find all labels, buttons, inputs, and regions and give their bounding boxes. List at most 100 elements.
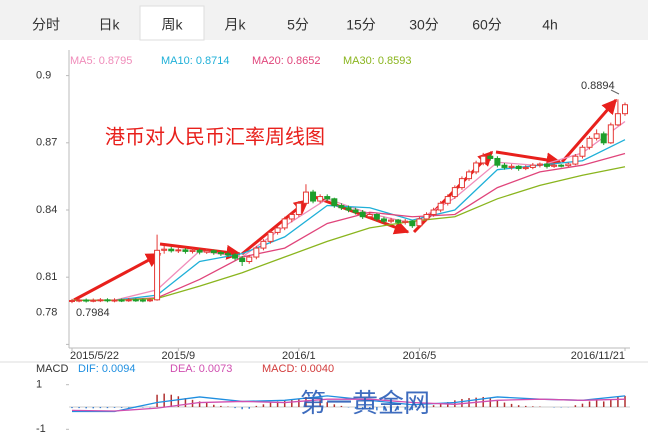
tab[interactable]: 分时 xyxy=(32,17,60,33)
tab[interactable]: 日k xyxy=(99,17,121,33)
tab[interactable]: 30分 xyxy=(409,17,439,33)
candle-body xyxy=(104,299,111,302)
candle-body xyxy=(203,250,210,253)
candle-body xyxy=(154,249,161,301)
candle-body xyxy=(444,196,451,204)
candle-body xyxy=(473,162,480,173)
candle-body xyxy=(409,220,416,227)
x-tick-label: 2016/5 xyxy=(403,350,437,362)
candle-body xyxy=(118,299,125,302)
macd-legend: DIF: 0.0094 xyxy=(78,363,135,375)
candle-body xyxy=(402,220,409,223)
max-label: 0.8894 xyxy=(581,80,615,92)
candle-body xyxy=(373,213,380,220)
candle-body xyxy=(437,202,444,211)
candle-body xyxy=(565,163,572,167)
y-tick-label: 0.84 xyxy=(36,204,57,216)
candle-body xyxy=(111,299,118,302)
candle-body xyxy=(324,196,331,200)
candle-body xyxy=(217,252,224,255)
y-tick-label: 0.78 xyxy=(36,306,57,318)
candle-body xyxy=(586,137,593,148)
macd-y-tick-label: 1 xyxy=(36,379,42,391)
candle-body xyxy=(423,213,430,220)
candle-body xyxy=(529,164,536,168)
x-tick-label: 2016/11/21 xyxy=(571,350,625,362)
candle-body xyxy=(572,155,579,165)
tab[interactable]: 15分 xyxy=(346,17,376,33)
tab[interactable]: 周k xyxy=(162,17,184,33)
candle-body xyxy=(544,163,551,167)
legend-entry: MA20: 0.8652 xyxy=(252,55,321,67)
candle-body xyxy=(246,256,253,263)
legend-entry: MA10: 0.8714 xyxy=(161,55,230,67)
candle-body xyxy=(196,249,203,253)
candle-body xyxy=(267,231,274,242)
candle-body xyxy=(508,165,515,168)
candle-body xyxy=(139,299,146,302)
candle-body xyxy=(359,211,366,218)
macd-legend: MACD: 0.0040 xyxy=(262,363,334,375)
x-tick-label: 2015/9 xyxy=(162,350,196,362)
candle-body xyxy=(466,171,473,180)
candle-body xyxy=(331,198,338,207)
candle-body xyxy=(288,213,295,220)
candle-body xyxy=(579,146,586,157)
candle-body xyxy=(593,133,600,139)
candle-body xyxy=(536,163,543,166)
legend-entry: MA30: 0.8593 xyxy=(343,55,412,67)
annotation: 港币对人民币汇率周线图 xyxy=(105,125,325,148)
x-tick-label: 2016/1 xyxy=(282,350,316,362)
candle-body xyxy=(388,219,395,222)
candle-body xyxy=(416,218,423,227)
candle-body xyxy=(76,299,83,302)
candle-body xyxy=(224,253,231,256)
ma-line xyxy=(72,166,626,301)
candle-body xyxy=(239,257,246,263)
candle-body xyxy=(182,249,189,252)
candle-body xyxy=(310,191,317,202)
candle-body xyxy=(302,191,309,204)
candle-body xyxy=(132,299,139,302)
macd-legend: DEA: 0.0073 xyxy=(170,363,232,375)
candle-body xyxy=(451,187,458,198)
watermark: 第一黄金网 xyxy=(300,388,430,418)
candle-body xyxy=(175,249,182,252)
candle-body xyxy=(515,165,522,170)
candle-body xyxy=(338,205,345,209)
candle-body xyxy=(614,113,621,126)
tab[interactable]: 4h xyxy=(542,17,558,33)
candle-body xyxy=(69,299,75,302)
candle-body xyxy=(622,104,628,115)
min-label: 0.7984 xyxy=(76,307,110,319)
candle-body xyxy=(551,164,558,167)
candle-body xyxy=(168,248,175,252)
legend-entry: MA5: 0.8795 xyxy=(70,55,132,67)
candle-body xyxy=(501,164,508,168)
tab[interactable]: 60分 xyxy=(472,17,502,33)
candle-body xyxy=(161,248,168,251)
tab[interactable]: 5分 xyxy=(287,17,309,33)
candle-body xyxy=(487,155,494,159)
candle-body xyxy=(210,250,217,254)
x-tick-label: 2015/5/22 xyxy=(70,350,119,362)
candle-body xyxy=(146,299,153,302)
tab[interactable]: 月k xyxy=(225,17,247,33)
candle-body xyxy=(458,178,465,189)
macd-title: MACD xyxy=(36,363,68,375)
tab-bar xyxy=(0,0,648,40)
candle-body xyxy=(97,299,104,302)
candle-body xyxy=(480,155,487,164)
candle-body xyxy=(232,254,239,259)
candle-body xyxy=(366,213,373,218)
candle-body xyxy=(345,207,352,211)
macd-line xyxy=(71,398,626,412)
candle-body xyxy=(281,218,288,229)
candle-body xyxy=(295,202,302,215)
candle-body xyxy=(260,240,267,249)
candle-body xyxy=(253,247,260,258)
candle-body xyxy=(317,196,324,202)
macd-y-tick-label: -1 xyxy=(36,423,46,435)
